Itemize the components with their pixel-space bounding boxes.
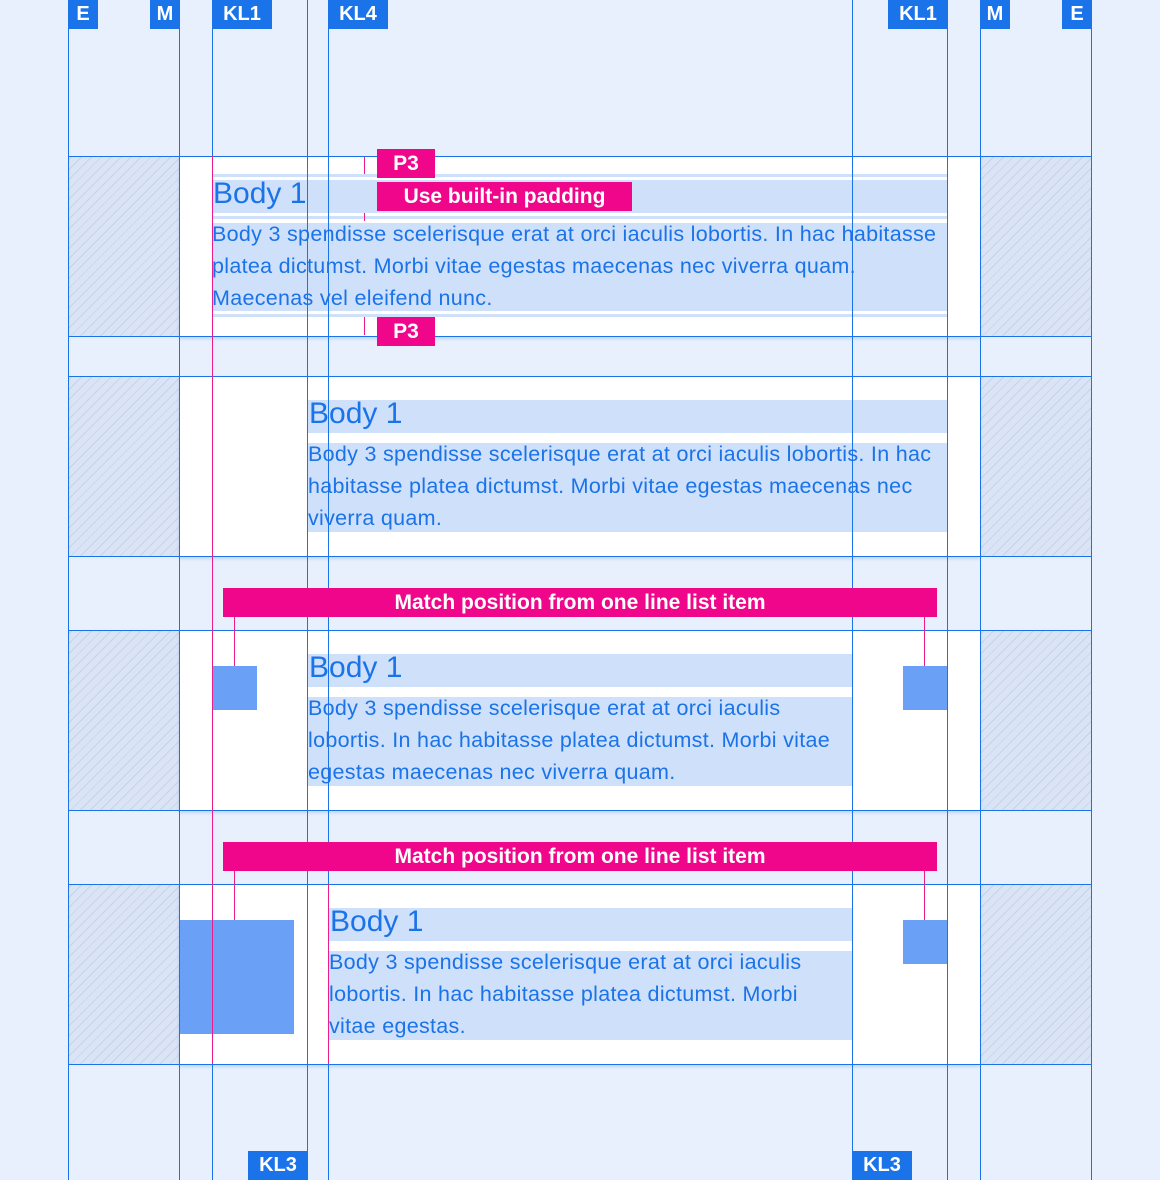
leading-image-placeholder (179, 920, 294, 1034)
row-1-body: Body 3 spendisse scelerisque erat at orc… (212, 222, 937, 310)
column-label-e: E (68, 0, 98, 29)
column-label-e-right: E (1062, 0, 1092, 29)
trailing-icon-placeholder (903, 666, 947, 710)
trailing-icon-placeholder (903, 920, 947, 964)
leading-icon-placeholder (213, 666, 257, 710)
column-label-kl4: KL4 (328, 0, 388, 29)
column-label-kl1-right: KL1 (888, 0, 948, 29)
row-3-body: Body 3 spendisse scelerisque erat at orc… (308, 696, 831, 784)
column-label-kl3-right: KL3 (852, 1151, 912, 1180)
p3-top-annotation: P3 (377, 149, 435, 178)
p3-bottom-annotation: P3 (377, 317, 435, 346)
row-2-title: Body 1 (309, 397, 403, 430)
match-position-annotation-1: Match position from one line list item (223, 588, 937, 617)
column-label-m-right: M (980, 0, 1010, 29)
row-3-title: Body 1 (309, 651, 403, 684)
column-label-kl1: KL1 (212, 0, 272, 29)
row-2-body: Body 3 spendisse scelerisque erat at orc… (308, 442, 932, 530)
column-label-kl3: KL3 (248, 1151, 308, 1180)
column-label-m: M (150, 0, 180, 29)
row-4-title: Body 1 (330, 905, 424, 938)
match-position-annotation-2: Match position from one line list item (223, 842, 937, 871)
padding-annotation: Use built-in padding (377, 182, 632, 211)
row-1-title: Body 1 (213, 177, 307, 210)
row-4-body: Body 3 spendisse scelerisque erat at orc… (329, 950, 802, 1038)
